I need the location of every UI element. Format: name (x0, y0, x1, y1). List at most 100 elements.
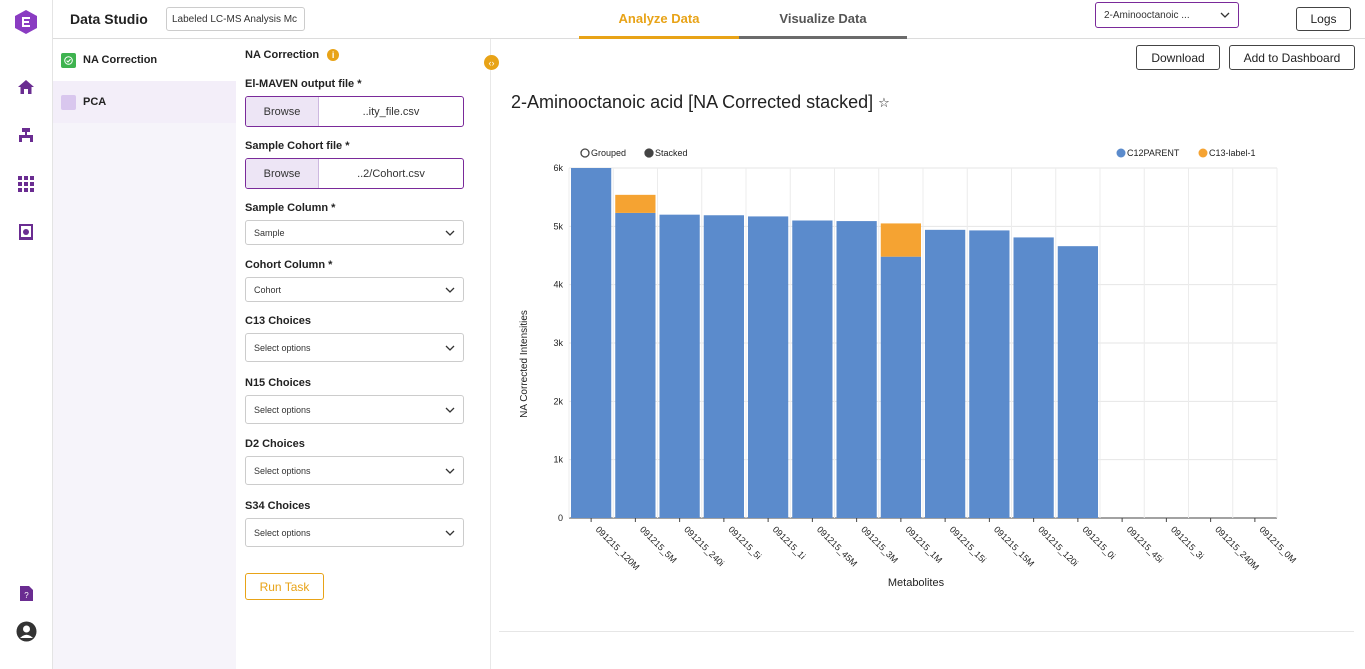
y-tick-label: 0 (558, 513, 563, 523)
bar-c12parent (1013, 237, 1054, 518)
s34-choices-label: S34 Choices (245, 500, 311, 512)
x-tick-label: 091215_120M (594, 524, 642, 572)
x-tick-label: 091215_0i (1080, 524, 1117, 561)
s34-placeholder: Select options (254, 527, 311, 538)
form-title-text: NA Correction (245, 49, 320, 61)
bar-c12parent (836, 221, 877, 518)
n15-choices-label: N15 Choices (245, 377, 312, 389)
x-tick-label: 091215_5i (726, 524, 763, 561)
cohort-column-label: Cohort Column * (245, 259, 333, 271)
task-item-pca[interactable]: PCA (53, 81, 236, 123)
y-tick-label: 6k (553, 163, 563, 173)
bar-c12parent (792, 220, 833, 518)
bar-c12parent (880, 256, 921, 518)
bar-c12parent (615, 212, 656, 518)
n15-placeholder: Select options (254, 404, 311, 415)
checkbox-checked-icon[interactable] (61, 52, 76, 68)
bar-c12parent (571, 168, 612, 518)
bar-c13-label-1 (615, 194, 656, 213)
star-icon[interactable]: ☆ (878, 94, 890, 110)
x-tick-label: 091215_45M (815, 524, 859, 568)
cohort-file-name: ..2/Cohort.csv (357, 167, 425, 180)
legend-swatch (1198, 148, 1208, 158)
task-item-na-correction[interactable]: NA Correction (53, 39, 236, 81)
maven-file-label: El-MAVEN output file * (245, 78, 362, 90)
cohort-browse-button[interactable]: Browse (246, 159, 319, 188)
tab-visualize-data[interactable]: Visualize Data (739, 0, 907, 39)
workflow-icon[interactable] (15, 124, 37, 146)
x-tick-label: 091215_240i (682, 524, 726, 568)
y-tick-label: 5k (553, 221, 563, 231)
run-task-button[interactable]: Run Task (245, 573, 324, 600)
sample-column-select[interactable]: Sample (245, 220, 464, 245)
y-tick-label: 4k (553, 280, 563, 290)
mode-option-label: Stacked (655, 148, 688, 158)
n15-choices-select[interactable]: Select options (245, 395, 464, 424)
chevron-down-icon (445, 405, 455, 415)
x-axis-label: Metabolites (888, 577, 945, 589)
y-tick-label: 1k (553, 455, 563, 465)
bar-c12parent (925, 229, 966, 518)
maven-browse-button[interactable]: Browse (246, 97, 319, 126)
s34-choices-select[interactable]: Select options (245, 518, 464, 547)
c13-choices-select[interactable]: Select options (245, 333, 464, 362)
c13-placeholder: Select options (254, 342, 311, 353)
help-doc-icon[interactable]: ? (15, 582, 37, 604)
cohort-file-picker[interactable]: Browse ..2/Cohort.csv (245, 158, 464, 189)
bar-c12parent (659, 214, 700, 518)
x-tick-label: 091215_15M (992, 524, 1036, 568)
bar-c13-label-1 (880, 223, 921, 257)
metabolite-select[interactable]: 2-Aminooctanoic ... (1095, 2, 1239, 28)
main-panel: ‹› Download Add to Dashboard 2-Aminoocta… (484, 39, 1365, 669)
bar-c12parent (748, 216, 789, 518)
cohort-column-value: Cohort (254, 284, 282, 295)
bar-c12parent (703, 215, 744, 518)
info-icon[interactable]: i (327, 49, 340, 61)
cohort-column-select[interactable]: Cohort (245, 277, 464, 302)
top-header: Data Studio Analyze Data Visualize Data … (53, 0, 1365, 39)
dataset-icon[interactable] (15, 221, 37, 243)
d2-choices-select[interactable]: Select options (245, 456, 464, 485)
chart-title-text: 2-Aminooctanoic acid [NA Corrected stack… (511, 92, 874, 112)
chevron-down-icon (445, 528, 455, 538)
task-sidebar: NA Correction PCA (53, 39, 236, 669)
stacked-radio-icon (644, 148, 654, 158)
y-axis-ticks: 0 1k 2k 3k 4k 5k 6k (553, 163, 563, 523)
logo-icon[interactable] (15, 10, 37, 34)
x-tick-label: 091215_5M (638, 524, 679, 565)
y-axis-label: NA Corrected Intensities (519, 310, 530, 418)
chart-grid (568, 167, 1278, 519)
logs-button[interactable]: Logs (1296, 7, 1351, 31)
x-tick-label: 091215_45i (1125, 524, 1165, 564)
tab-analyze-data[interactable]: Analyze Data (579, 0, 739, 39)
add-to-dashboard-button[interactable]: Add to Dashboard (1229, 45, 1355, 70)
maven-file-picker[interactable]: Browse ..ity_file.csv (245, 96, 464, 127)
chart-title: 2-Aminooctanoic acid [NA Corrected stack… (511, 92, 890, 113)
checkbox-unchecked-icon[interactable] (61, 94, 76, 110)
legend-label: C12PARENT (1127, 148, 1180, 158)
collapse-toggle-icon[interactable]: ‹› (484, 55, 499, 70)
legend-swatch (1116, 148, 1126, 158)
sample-column-value: Sample (254, 227, 285, 238)
form-title: NA Correction i (245, 49, 340, 61)
legend-label: C13-label-1 (1209, 148, 1256, 158)
d2-placeholder: Select options (254, 465, 311, 476)
chart-legend: Grouped Stacked C12PARENT C13-label-1 (580, 148, 1256, 158)
download-button[interactable]: Download (1136, 45, 1220, 70)
apps-grid-icon[interactable] (15, 173, 37, 195)
chevron-down-icon (445, 343, 455, 353)
divider (499, 631, 1354, 632)
user-account-icon[interactable] (15, 620, 37, 642)
home-icon[interactable] (15, 76, 37, 98)
chevron-down-icon (445, 228, 455, 238)
app-title: Data Studio (70, 11, 148, 27)
na-correction-form: NA Correction i El-MAVEN output file * B… (236, 39, 491, 669)
bar-c12parent (1057, 246, 1098, 518)
chevron-down-icon (1220, 10, 1230, 21)
cohort-file-label: Sample Cohort file * (245, 140, 350, 152)
chevron-down-icon (445, 285, 455, 295)
sample-column-label: Sample Column * (245, 202, 336, 214)
project-name-input[interactable] (166, 7, 305, 31)
